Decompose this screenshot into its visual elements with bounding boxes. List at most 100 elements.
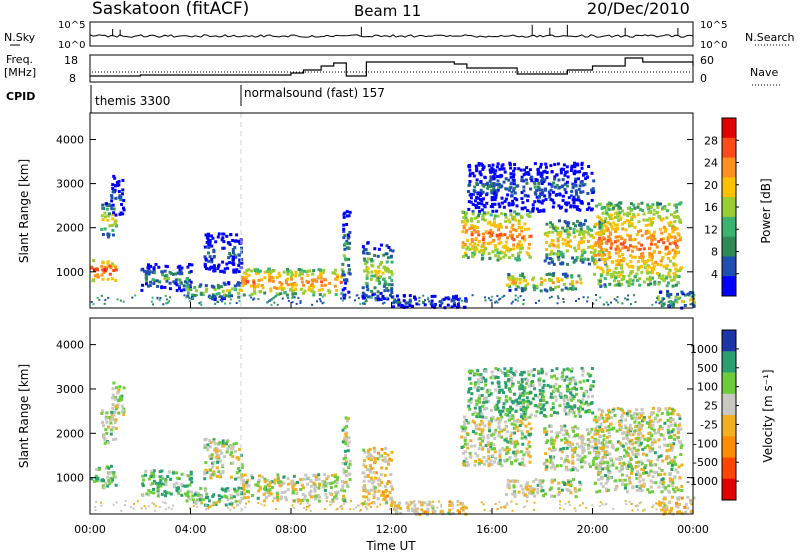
- range-gate-cell: [520, 430, 524, 433]
- range-gate-cell: [604, 240, 608, 244]
- range-gate-cell: [651, 271, 654, 275]
- range-gate-cell: [387, 246, 391, 249]
- range-gate-cell: [613, 414, 617, 417]
- range-gate-cell: [300, 280, 304, 284]
- range-gate-cell: [230, 447, 233, 451]
- range-gate-cell: [385, 244, 389, 248]
- range-gate-cell: [480, 208, 484, 212]
- range-gate-cell: [378, 262, 382, 266]
- range-gate-cell: [606, 479, 610, 483]
- range-gate-cell: [531, 203, 535, 207]
- range-gate-cell: [215, 292, 219, 296]
- range-gate-cell: [369, 467, 373, 471]
- range-gate-cell: [592, 418, 596, 422]
- range-gate-cell: [524, 485, 528, 489]
- range-gate-cell: [474, 230, 478, 234]
- range-gate-cell: [481, 167, 485, 171]
- range-gate-cell: [522, 414, 526, 418]
- range-gate-cell: [341, 428, 345, 432]
- range-gate-cell: [370, 270, 374, 274]
- range-gate-cell: [520, 229, 524, 233]
- range-gate-cell: [160, 475, 164, 479]
- range-gate-cell: [293, 287, 297, 291]
- range-gate-cell: [286, 272, 290, 276]
- range-gate-cell: [510, 416, 514, 420]
- range-gate-cell: [566, 468, 570, 472]
- range-gate-cell: [441, 298, 444, 301]
- range-gate-cell: [666, 428, 670, 432]
- range-gate-cell: [525, 251, 529, 255]
- range-gate-cell: [117, 183, 121, 187]
- range-gate-cell: [482, 251, 485, 255]
- range-gate-cell: [562, 399, 566, 403]
- range-gate-cell: [541, 389, 545, 393]
- range-gate-cell: [451, 511, 455, 515]
- range-gate-cell: [268, 274, 271, 278]
- range-gate-cell: [390, 272, 394, 276]
- range-gate-cell: [626, 429, 630, 433]
- range-gate-cell: [216, 235, 220, 239]
- range-gate-cell: [341, 270, 345, 274]
- range-gate-cell: [347, 247, 351, 250]
- range-gate-cell: [520, 246, 524, 250]
- range-gate-cell: [107, 425, 110, 429]
- range-gate-cell: [666, 412, 670, 416]
- range-gate-cell: [516, 429, 520, 433]
- range-gate-cell: [331, 498, 335, 502]
- range-gate-cell: [147, 489, 151, 493]
- range-gate-cell: [221, 463, 225, 467]
- range-gate-cell: [229, 453, 233, 457]
- range-gate-cell: [177, 285, 181, 289]
- range-gate-cell: [545, 441, 549, 445]
- range-gate-cell: [90, 477, 94, 481]
- range-gate-cell: [507, 273, 511, 277]
- range-gate-cell: [450, 501, 454, 505]
- range-gate-cell: [508, 220, 512, 224]
- range-gate-cell: [513, 431, 516, 435]
- nsearch-label: N.Search: [745, 31, 795, 44]
- range-gate-cell: [502, 180, 506, 184]
- range-gate-cell: [673, 433, 677, 437]
- range-gate-cell: [672, 460, 676, 464]
- range-gate-cell: [317, 486, 321, 490]
- range-gate-cell: [608, 204, 612, 208]
- range-gate-cell: [301, 486, 305, 490]
- range-gate-cell: [516, 184, 520, 188]
- range-gate-cell: [140, 288, 144, 292]
- range-gate-cell: [389, 504, 393, 508]
- range-gate-cell: [295, 302, 298, 305]
- range-gate-cell: [597, 438, 601, 442]
- range-gate-cell: [607, 488, 610, 492]
- range-gate-cell: [679, 296, 682, 299]
- range-gate-cell: [627, 464, 631, 468]
- range-gate-cell: [390, 487, 394, 491]
- range-gate-cell: [578, 405, 582, 409]
- range-gate-cell: [533, 200, 537, 204]
- range-gate-cell: [604, 466, 608, 470]
- range-gate-cell: [510, 194, 513, 198]
- range-gate-cell: [630, 222, 634, 226]
- range-gate-cell: [529, 234, 533, 238]
- range-gate-cell: [505, 493, 508, 496]
- range-gate-cell: [245, 276, 248, 279]
- range-gate-cell: [523, 435, 527, 439]
- range-gate-cell: [543, 427, 547, 431]
- range-gate-cell: [600, 229, 604, 233]
- range-gate-cell: [565, 180, 569, 184]
- range-gate-cell: [479, 173, 483, 177]
- range-gate-cell: [565, 201, 569, 205]
- range-gate-cell: [392, 295, 395, 298]
- range-gate-cell: [623, 220, 627, 224]
- range-gate-cell: [204, 489, 207, 493]
- range-gate-cell: [159, 297, 162, 299]
- range-gate-cell: [663, 472, 667, 476]
- range-gate-cell: [553, 163, 557, 166]
- range-gate-cell: [623, 486, 627, 490]
- range-gate-cell: [623, 424, 627, 428]
- range-gate-cell: [497, 385, 501, 389]
- range-gate-cell: [508, 390, 512, 393]
- power-y-label: Slant Range [km]: [17, 159, 31, 263]
- range-gate-cell: [189, 288, 193, 291]
- range-gate-cell: [490, 189, 494, 193]
- range-gate-cell: [191, 494, 195, 498]
